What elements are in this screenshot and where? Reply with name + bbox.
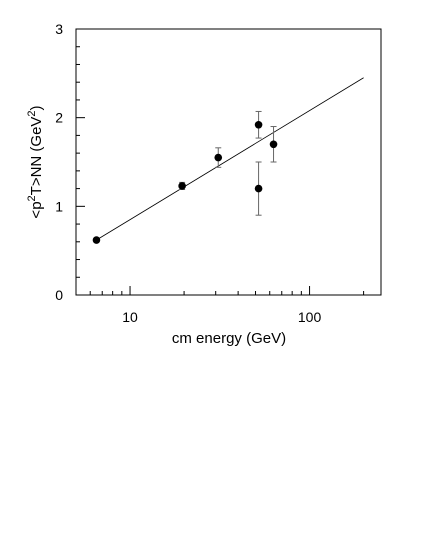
x-tick-label: 100: [298, 309, 322, 325]
y-tick-label: 2: [55, 110, 63, 126]
data-point: [254, 120, 263, 129]
data-point: [92, 236, 101, 244]
y-tick-label: 1: [55, 198, 63, 214]
fit-line: [96, 77, 364, 241]
y-axis-title-part-a: <p: [28, 201, 45, 218]
y-axis-title-part-b: T>NN (GeV: [28, 117, 45, 196]
y-axis-title-sup-2: 2: [26, 110, 38, 116]
y-tick-label: 0: [55, 287, 63, 303]
minor-ticks: [75, 46, 365, 295]
y-axis-title-sup-1: 2: [26, 195, 38, 201]
y-tick-label: 3: [55, 21, 63, 37]
x-tick-label: 10: [122, 309, 138, 325]
y-axis-title-part-c: ): [28, 105, 45, 110]
tick-labels: 10 100 0 1 2 3: [55, 21, 321, 325]
data-point: [254, 184, 263, 193]
error-bars: [93, 110, 277, 243]
major-ticks: [76, 28, 311, 296]
x-axis-title: cm energy (GeV): [172, 330, 286, 347]
data-point: [269, 140, 278, 149]
plot-frame: [75, 28, 382, 296]
y-axis-title: <p2T>NN (GeV2): [26, 105, 45, 218]
data-points: [92, 120, 278, 244]
data-point: [214, 153, 223, 162]
data-point: [178, 182, 186, 190]
fit-line-group: [96, 77, 364, 241]
